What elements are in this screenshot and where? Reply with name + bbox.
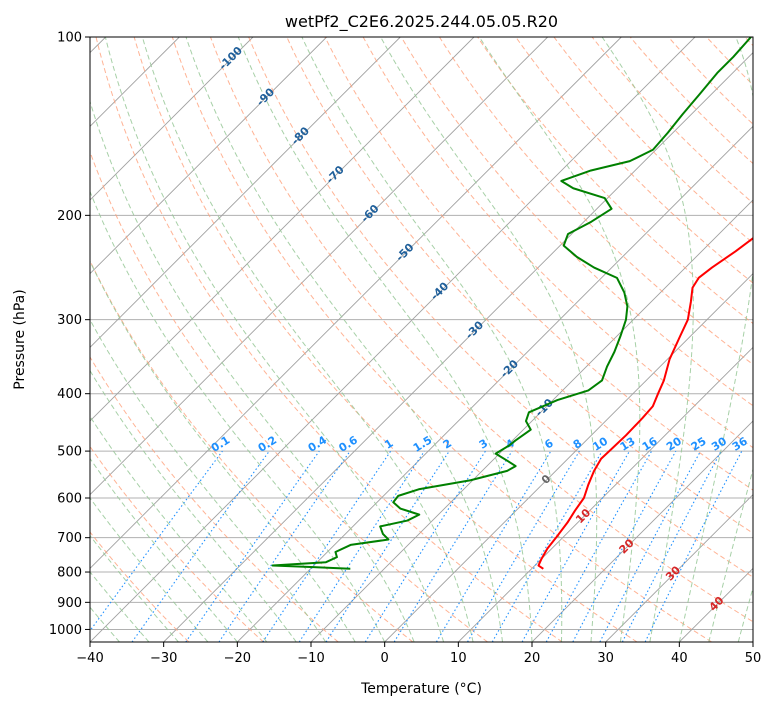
isotherm--90 [90,37,327,275]
x-tick-label: 20 [524,651,541,666]
dry-adiabat [324,37,753,491]
dry-adiabat [362,37,753,449]
isotherm--80 [90,37,401,348]
plot-background [90,37,753,642]
mixing-ratio-line [393,450,513,642]
x-tick-label: 40 [671,651,688,666]
moist-adiabat [237,37,533,642]
mixing-ratio-line [185,450,320,642]
x-tick-label: −30 [150,651,177,666]
moist-adiabat [90,99,415,642]
isotherm--100 [90,37,254,201]
y-tick-label: 500 [57,445,82,460]
dry-adiabat [210,37,753,623]
plot-frame [89,36,754,643]
mixing-ratio-line [572,450,677,642]
dry-adiabat [171,37,712,642]
moist-adiabat [141,37,474,642]
moist-adiabat [90,497,209,642]
y-tick-label: 200 [57,209,82,224]
moist-adiabat [90,318,327,642]
dry-adiabat [248,37,753,578]
x-tick-label: −10 [297,651,324,666]
mixing-ratio-line [298,450,425,642]
dry-adiabat [90,356,339,642]
x-tick-label: 10 [450,651,467,666]
y-tick-label: 800 [57,566,82,581]
isotherm--40 [90,37,696,642]
dry-adiabat [477,37,753,325]
moist-adiabat [90,369,297,642]
dewpoint-line [271,37,752,570]
moist-adiabat [90,457,238,642]
y-tick-label: 900 [57,596,82,611]
profile-traces [271,37,753,570]
moist-adiabat [90,260,356,642]
mixing-ratio-line [545,450,653,642]
moist-adiabat [601,37,694,642]
x-tick-label: −20 [224,651,251,666]
axes: −40 −30 −20 −10 0 10 20 30 40 50 100 200 300 400 500 60… [49,31,761,667]
dry-adiabat [286,37,753,534]
isotherm--70 [90,37,475,422]
dry-adiabat [133,37,638,642]
moist-adiabat [90,415,268,642]
mixing-ratio-line [218,450,351,642]
y-tick-label: 700 [57,531,82,546]
dry-adiabat [400,37,753,407]
isotherm--50 [90,37,622,569]
isotherm-20 [531,420,753,642]
moist-adiabat [104,37,445,642]
x-tick-label: 50 [745,651,762,666]
isotherm--60 [90,37,548,496]
mixing-ratio-line [521,450,630,642]
dry-adiabat [591,37,753,204]
isotherm-0 [384,273,753,642]
mixing-ratio-line [325,450,450,642]
x-axis-title: Temperature (°C) [360,681,482,697]
chart-title: wetPf2_C2E6.2025.244.05.05.R20 [285,12,558,32]
dry-adiabat [553,37,753,244]
y-tick-label: 300 [57,313,82,328]
y-tick-label: 1000 [49,623,82,638]
temperature-line [537,237,753,570]
isotherm--30 [163,52,753,642]
moist-adiabat [380,37,598,642]
moist-adiabat [301,37,563,642]
moist-adiabat [90,534,179,642]
moist-adiabat [185,37,504,642]
background-lines [90,37,753,642]
y-tick-label: 400 [57,387,82,402]
y-tick-label: 100 [57,31,82,46]
y-tick-label: 600 [57,492,82,507]
dry-adiabat [90,150,488,642]
isotherm-50 [752,641,753,642]
y-axis-title: Pressure (hPa) [12,289,28,389]
x-tick-label: −40 [76,651,103,666]
isotherm--20 [237,125,753,642]
dry-adiabat [439,37,753,366]
isotherm-30 [605,494,753,642]
mixing-ratio-line [262,450,392,642]
mixing-ratio-line [90,450,223,632]
mixing-ratio-line [131,450,270,642]
x-tick-label: 0 [381,651,389,666]
dry-adiabat [90,531,190,642]
dry-adiabat [90,259,414,642]
mixing-ratio-line [644,450,743,642]
x-tick-label: 30 [597,651,614,666]
dry-adiabat [95,37,563,642]
